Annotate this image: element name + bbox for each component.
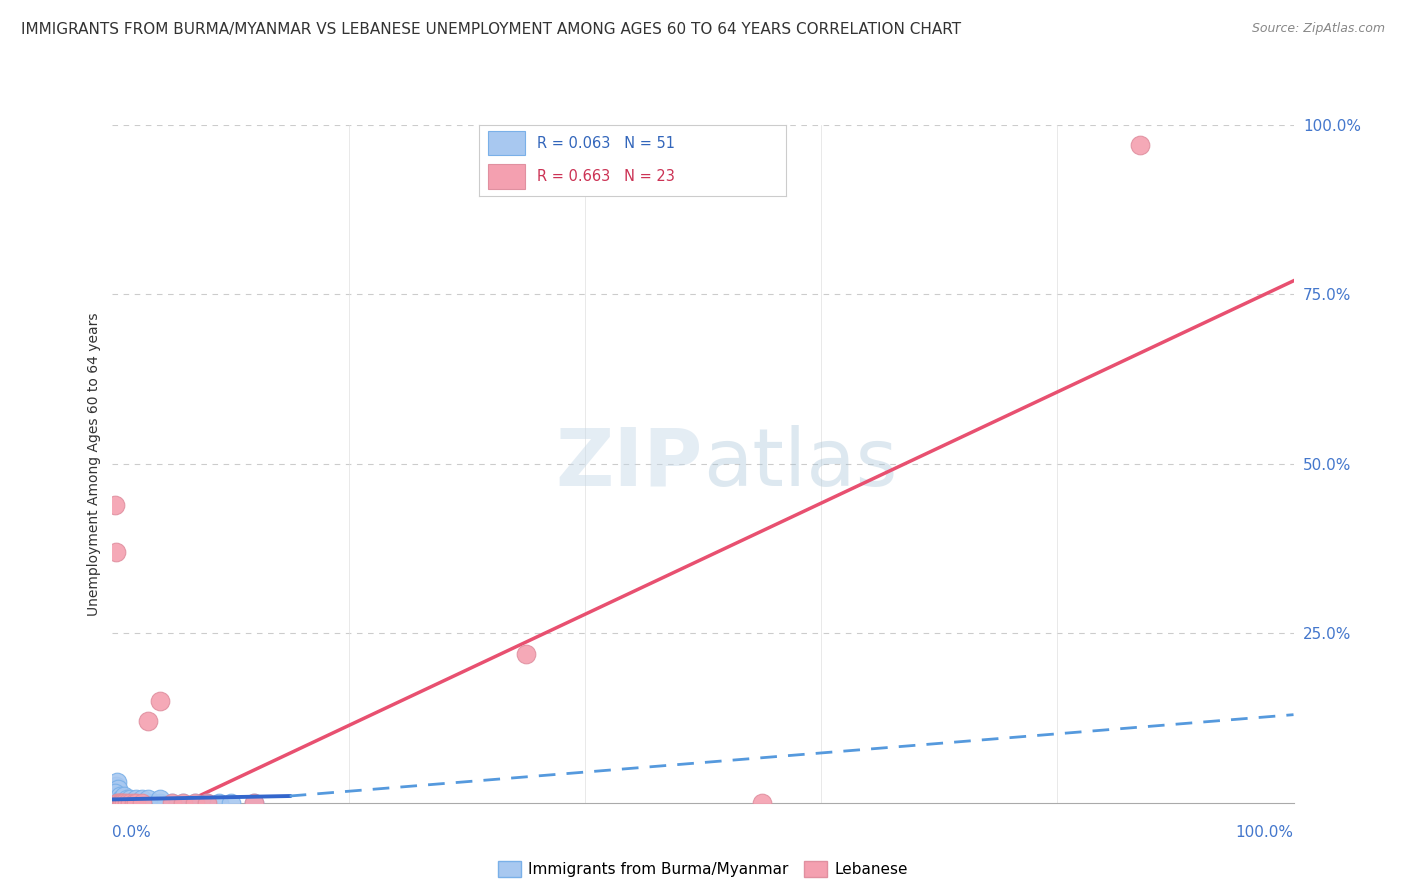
Point bbox=[172, 796, 194, 810]
Point bbox=[515, 647, 537, 661]
Point bbox=[120, 796, 142, 810]
Point bbox=[125, 792, 148, 806]
Point bbox=[184, 796, 207, 810]
Point bbox=[115, 796, 138, 810]
Point bbox=[131, 792, 153, 806]
Point bbox=[105, 779, 128, 793]
Point bbox=[107, 782, 129, 797]
Point bbox=[149, 796, 172, 810]
Point bbox=[136, 714, 159, 729]
Point bbox=[136, 792, 159, 806]
Point bbox=[122, 796, 145, 810]
Point bbox=[243, 796, 266, 810]
Point bbox=[1129, 138, 1152, 153]
Point bbox=[112, 789, 135, 803]
Point bbox=[135, 796, 157, 810]
Point bbox=[105, 796, 128, 810]
Legend: Immigrants from Burma/Myanmar, Lebanese: Immigrants from Burma/Myanmar, Lebanese bbox=[492, 855, 914, 883]
Point bbox=[149, 694, 172, 708]
Point bbox=[105, 789, 128, 803]
Point bbox=[111, 792, 134, 806]
Point bbox=[243, 796, 266, 810]
Point bbox=[108, 796, 131, 810]
Point bbox=[105, 782, 128, 797]
Point bbox=[184, 796, 207, 810]
Text: 0.0%: 0.0% bbox=[112, 825, 152, 840]
Point bbox=[120, 792, 142, 806]
Text: atlas: atlas bbox=[703, 425, 897, 503]
Point bbox=[112, 796, 135, 810]
Point bbox=[208, 796, 231, 810]
Point bbox=[219, 796, 242, 810]
Point bbox=[149, 792, 172, 806]
Point bbox=[127, 796, 149, 810]
Point bbox=[104, 792, 127, 806]
Point bbox=[108, 789, 131, 803]
Point bbox=[131, 796, 153, 810]
Point bbox=[110, 796, 132, 810]
Point bbox=[107, 796, 129, 810]
Y-axis label: Unemployment Among Ages 60 to 64 years: Unemployment Among Ages 60 to 64 years bbox=[87, 312, 101, 615]
Point bbox=[104, 498, 127, 512]
Point bbox=[115, 796, 138, 810]
Point bbox=[110, 796, 132, 810]
Point bbox=[195, 796, 218, 810]
Point bbox=[111, 796, 134, 810]
Point bbox=[110, 792, 132, 806]
Point bbox=[160, 796, 183, 810]
Point bbox=[105, 775, 128, 789]
Point bbox=[172, 796, 194, 810]
Point bbox=[108, 796, 131, 810]
Point bbox=[751, 796, 773, 810]
Point bbox=[112, 796, 135, 810]
Text: Source: ZipAtlas.com: Source: ZipAtlas.com bbox=[1251, 22, 1385, 36]
Point bbox=[105, 789, 128, 803]
Point bbox=[136, 796, 159, 810]
Point bbox=[122, 796, 145, 810]
Point bbox=[107, 796, 129, 810]
Point bbox=[105, 545, 128, 559]
Point bbox=[195, 796, 218, 810]
Point bbox=[103, 796, 125, 810]
Point bbox=[125, 796, 148, 810]
Text: 100.0%: 100.0% bbox=[1236, 825, 1294, 840]
Point bbox=[115, 792, 138, 806]
Point bbox=[112, 796, 135, 810]
Point bbox=[107, 789, 129, 803]
Point bbox=[108, 792, 131, 806]
Point bbox=[110, 789, 132, 803]
Point bbox=[104, 786, 127, 800]
Point bbox=[104, 796, 127, 810]
Point bbox=[105, 796, 128, 810]
Text: ZIP: ZIP bbox=[555, 425, 703, 503]
Point bbox=[125, 796, 148, 810]
Point bbox=[131, 796, 153, 810]
Point bbox=[160, 796, 183, 810]
Point bbox=[117, 796, 139, 810]
Point bbox=[120, 796, 142, 810]
Point bbox=[120, 796, 142, 810]
Point bbox=[105, 796, 128, 810]
Text: IMMIGRANTS FROM BURMA/MYANMAR VS LEBANESE UNEMPLOYMENT AMONG AGES 60 TO 64 YEARS: IMMIGRANTS FROM BURMA/MYANMAR VS LEBANES… bbox=[21, 22, 962, 37]
Point bbox=[114, 792, 136, 806]
Point bbox=[142, 796, 165, 810]
Point bbox=[111, 796, 134, 810]
